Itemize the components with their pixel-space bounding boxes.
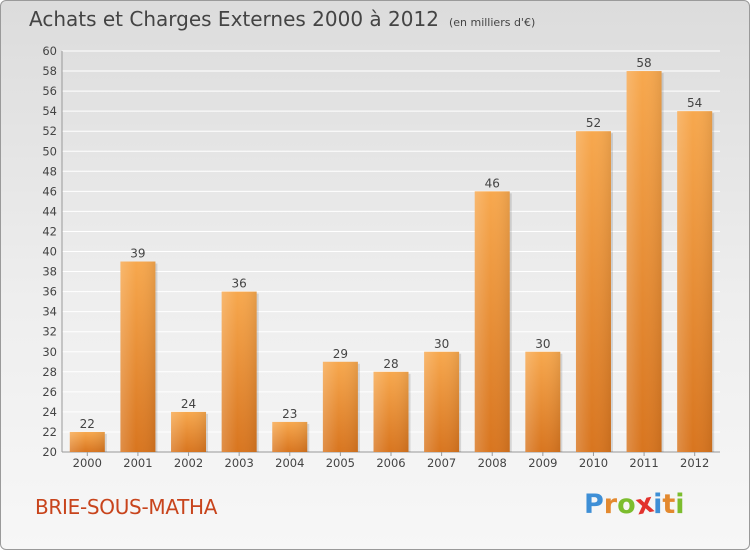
bar-sheen (171, 411, 207, 452)
y-tick-label: 36 (42, 285, 57, 299)
x-tick-label: 2007 (427, 456, 456, 470)
bar-sheen (424, 351, 460, 452)
data-label: 52 (586, 116, 601, 130)
data-label: 22 (80, 417, 95, 431)
x-tick-label: 2005 (326, 456, 355, 470)
logo-letter: t (662, 489, 676, 520)
x-tick-label: 2003 (225, 456, 254, 470)
y-tick-label: 22 (42, 425, 57, 439)
y-tick-label: 50 (42, 144, 57, 158)
logo-letter: o (617, 489, 636, 520)
y-tick-label: 20 (42, 445, 57, 459)
bar-sheen (626, 71, 662, 453)
bar-sheen (575, 131, 611, 452)
data-label: 30 (535, 337, 550, 351)
y-tick-label: 38 (42, 265, 57, 279)
x-tick-label: 2010 (579, 456, 608, 470)
y-tick-label: 54 (42, 104, 57, 118)
logo-letter: r (603, 489, 618, 520)
logo-letter: i (653, 489, 663, 520)
x-tick-label: 2004 (275, 456, 304, 470)
town-name: BRIE-SOUS-MATHA (35, 495, 218, 519)
y-tick-label: 42 (42, 224, 57, 238)
chart-title: Achats et Charges Externes 2000 à 2012 (e… (29, 7, 535, 31)
y-tick-label: 44 (42, 204, 57, 218)
y-tick-label: 34 (42, 305, 57, 319)
bar-sheen (120, 261, 156, 452)
x-tick-label: 2006 (376, 456, 405, 470)
data-label: 24 (181, 397, 196, 411)
y-tick-label: 24 (42, 405, 57, 419)
data-label: 58 (636, 56, 651, 70)
x-tick-label: 2012 (680, 456, 709, 470)
bar-sheen (677, 111, 713, 453)
bar-sheen (221, 291, 257, 452)
x-tick-label: 2009 (528, 456, 557, 470)
chart-subtitle: (en milliers d'€) (448, 16, 536, 29)
data-label: 54 (687, 96, 702, 110)
data-label: 46 (485, 176, 500, 190)
y-tick-label: 60 (42, 44, 57, 58)
bar-sheen (272, 421, 308, 452)
y-tick-labels: 20 22 24 26 28 30 32 34 36 38 40 42 44 46 48 50 52 54 56 58… (42, 44, 57, 459)
data-label: 23 (282, 407, 297, 421)
y-tick-label: 30 (42, 345, 57, 359)
y-tick-label: 52 (42, 124, 57, 138)
x-tick-label: 2001 (123, 456, 152, 470)
bar-sheen (525, 351, 561, 452)
chart-title-text: Achats et Charges Externes 2000 à 2012 (29, 7, 439, 31)
y-tick-label: 28 (42, 365, 57, 379)
x-tick-label: 2008 (478, 456, 507, 470)
y-tick-label: 26 (42, 385, 57, 399)
bar-sheen (474, 191, 510, 452)
proxiti-logo: Proxiti (584, 488, 685, 522)
x-tick-label: 2002 (174, 456, 203, 470)
y-tick-label: 48 (42, 164, 57, 178)
data-label: 39 (130, 247, 145, 261)
bar-sheen (322, 361, 358, 452)
x-tick-label: 2000 (73, 456, 102, 470)
y-tick-label: 46 (42, 184, 57, 198)
bar-sheen (373, 371, 409, 452)
y-tick-label: 32 (42, 325, 57, 339)
y-tick-label: 40 (42, 245, 57, 259)
data-labels: 22 39 24 36 23 29 28 30 46 30 52 58 54 (80, 56, 703, 431)
data-label: 28 (383, 357, 398, 371)
x-tick-label: 2011 (629, 456, 658, 470)
logo-letter: i (675, 489, 685, 520)
bars (69, 71, 715, 453)
bar-sheen (69, 431, 105, 452)
y-tick-label: 58 (42, 64, 57, 78)
logo-letter: P (584, 489, 604, 520)
data-label: 36 (232, 277, 247, 291)
data-label: 29 (333, 347, 348, 361)
x-tick-labels: 2000 2001 2002 2003 2004 2005 2006 2007 2008 2009… (73, 456, 710, 470)
y-tick-label: 56 (42, 84, 57, 98)
data-label: 30 (434, 337, 449, 351)
